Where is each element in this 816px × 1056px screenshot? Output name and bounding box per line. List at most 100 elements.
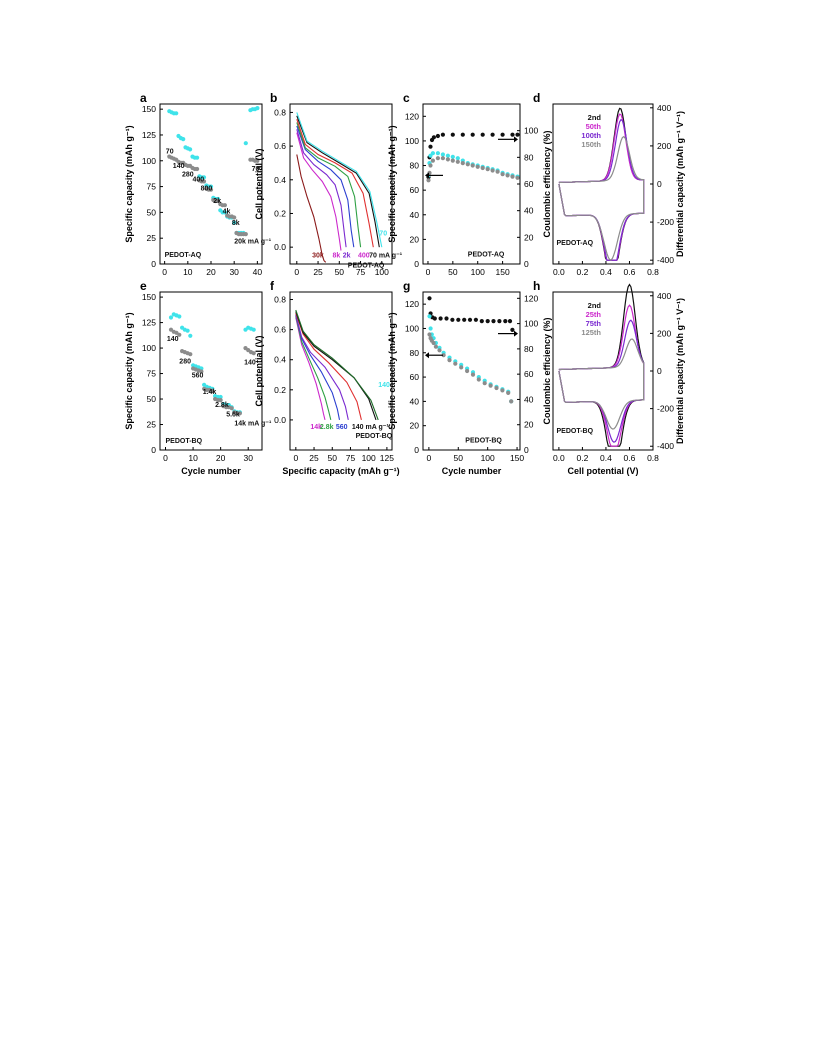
legend-label: 25th <box>586 310 602 319</box>
data-point <box>470 132 475 137</box>
x-tick-label: 30 <box>243 453 253 463</box>
x-tick-label: 50 <box>448 267 458 277</box>
y-axis-label: Specific capacity (mAh g⁻¹) <box>124 125 134 242</box>
y2-tick-label: 80 <box>524 152 534 162</box>
annotation: PEDOT-AQ <box>348 262 385 269</box>
annotation: 1.4k <box>203 389 217 396</box>
annotation: 140 <box>173 163 185 170</box>
y-axis-label: Cell potential (V) <box>254 335 264 406</box>
series-curve <box>295 311 377 421</box>
x-tick-label: 10 <box>183 267 193 277</box>
data-point <box>490 168 495 173</box>
annotation: 140 mA g⁻¹ <box>352 424 390 431</box>
data-point <box>470 163 475 168</box>
x-tick-label: 0.8 <box>647 267 659 277</box>
data-point <box>455 156 460 161</box>
data-point <box>447 358 452 363</box>
y2-tick-label: 100 <box>524 126 538 136</box>
x-tick-label: 0.4 <box>600 453 612 463</box>
data-point <box>188 147 193 152</box>
data-point <box>435 156 440 161</box>
x-tick-label: 0.8 <box>647 453 659 463</box>
panel-f: f 0 25 50 75 100 125 0.0 0.2 0.4 0.6 0.8 Cell potent… <box>254 279 400 476</box>
annotation: 400 <box>358 252 370 259</box>
annotation: 2.8k <box>320 424 334 431</box>
y-tick-label: 0.8 <box>274 107 286 117</box>
y-tick-label: 200 <box>657 141 671 151</box>
data-point <box>485 167 490 172</box>
y-tick-label: 125 <box>142 130 156 140</box>
data-point <box>475 164 480 169</box>
panel-d: d 0.0 0.2 0.4 0.6 0.8 -400 -200 0 200 400 Different… <box>533 91 685 277</box>
data-point <box>480 132 485 137</box>
data-point <box>460 161 465 166</box>
y-tick-label: 100 <box>405 136 419 146</box>
y-axis-label: Cell potential (V) <box>254 148 264 219</box>
y-tick-label: 0.0 <box>274 415 286 425</box>
series-curve <box>296 122 362 248</box>
annotation: 2.8k <box>215 402 229 409</box>
data-point <box>491 319 496 324</box>
x-axis-label: Cycle number <box>442 466 502 476</box>
data-point <box>232 220 237 225</box>
data-point <box>438 316 443 321</box>
x-axis-label: Cycle number <box>181 466 241 476</box>
x-tick-label: 100 <box>375 267 389 277</box>
data-point <box>428 163 433 168</box>
x-tick-label: 0 <box>293 453 298 463</box>
y2-tick-label: 40 <box>524 394 534 404</box>
legend-label: 125th <box>581 328 601 337</box>
plot-frame <box>159 291 263 451</box>
y-tick-label: 50 <box>147 394 157 404</box>
panel-letter: g <box>403 279 410 293</box>
annotation: 400 <box>193 176 205 183</box>
series-curve <box>295 315 332 421</box>
data-point <box>251 351 256 356</box>
data-point <box>437 348 442 353</box>
y-tick-label: 400 <box>657 103 671 113</box>
data-point <box>473 317 478 322</box>
y2-tick-label: 60 <box>524 179 534 189</box>
y-tick-label: 100 <box>405 323 419 333</box>
annotation: 70 <box>166 149 174 156</box>
data-point <box>495 169 500 174</box>
y-tick-label: -200 <box>657 217 674 227</box>
y-tick-label: 60 <box>410 372 420 382</box>
data-point <box>440 156 445 161</box>
data-point <box>215 198 221 204</box>
x-tick-label: 125 <box>380 453 394 463</box>
left-arrowhead <box>425 352 429 359</box>
plot-frame <box>422 103 521 265</box>
panel-letter: h <box>533 279 540 293</box>
y2-tick-label: 100 <box>524 319 538 329</box>
x-tick-label: 100 <box>481 453 495 463</box>
y-tick-label: 40 <box>410 396 420 406</box>
x-tick-label: 0.2 <box>576 453 588 463</box>
y-tick-label: 0 <box>657 366 662 376</box>
x-tick-label: 75 <box>346 453 356 463</box>
data-point <box>465 162 470 167</box>
series-curve <box>295 314 341 421</box>
x-tick-label: 10 <box>188 453 198 463</box>
y-tick-label: 100 <box>142 343 156 353</box>
y-tick-label: 0 <box>151 259 156 269</box>
data-point <box>479 319 484 324</box>
data-point <box>480 165 485 171</box>
x-axis-label: Specific capacity (mAh g⁻¹) <box>282 466 399 476</box>
y2-axis-label: Coulombic efficiency (%) <box>542 317 552 424</box>
data-point <box>444 316 449 321</box>
annotation: PEDOT-AQ <box>165 252 202 259</box>
data-point <box>445 157 450 162</box>
data-point <box>453 361 458 366</box>
series-curve <box>296 119 374 248</box>
annotation: PEDOT-BQ <box>166 438 203 445</box>
annotation: 70 <box>379 230 387 237</box>
y-tick-label: 80 <box>410 348 420 358</box>
data-point <box>188 352 193 357</box>
right-arrowhead <box>514 136 518 143</box>
x-tick-label: 100 <box>471 267 485 277</box>
y2-tick-label: 40 <box>524 206 534 216</box>
legend-label: 2nd <box>588 113 602 122</box>
panel-letter: c <box>403 91 410 105</box>
data-point <box>515 175 520 180</box>
